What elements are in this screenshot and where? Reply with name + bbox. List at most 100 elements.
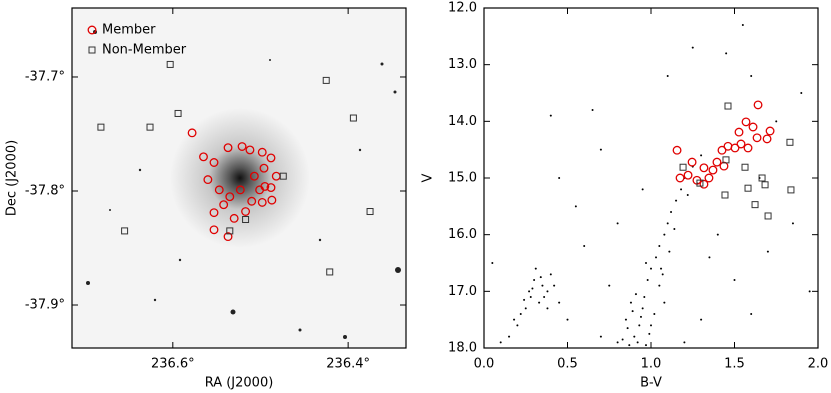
non-member-marker [166,60,174,68]
member-marker [748,122,758,132]
member-marker [241,207,251,216]
star-point [583,245,586,247]
non-member-marker [121,227,129,235]
star-point [616,222,619,225]
star-point [534,267,537,270]
member-marker [741,117,751,127]
star-point [633,335,636,338]
star-point [670,211,673,213]
x-tick-label: 236.4° [326,357,370,372]
member-marker [219,200,229,210]
star-point [528,290,531,293]
star-point [628,344,631,347]
member-marker [223,232,233,242]
star-point [533,279,536,281]
star-point [541,284,544,287]
non-member-marker [751,201,759,209]
member-marker [717,145,727,155]
star-point [636,341,639,344]
star-point [629,301,632,304]
star-point [650,324,652,327]
star-point [675,199,678,202]
member-marker [249,171,259,181]
star-point [683,341,686,344]
star-point [650,267,652,270]
star-point [513,318,516,321]
star-point [658,284,661,287]
star-point [646,279,649,281]
x-tick-label: 1.0 [641,357,662,372]
member-marker [257,147,267,157]
star-point [673,228,676,230]
member-marker [209,208,219,218]
star-point [700,318,703,321]
y-tick-label: 18.0 [448,341,477,356]
member-marker [743,143,753,153]
member-marker [245,145,255,155]
y-axis-label: V [421,173,436,182]
x-axis-label: RA (J2000) [205,376,274,391]
star-point [741,24,744,26]
star-point [666,222,669,225]
star-point [638,324,641,327]
member-marker [214,185,224,195]
member-marker [704,173,714,183]
member-marker [259,163,269,173]
star-point [660,267,663,270]
star-point [661,273,664,276]
star-point [666,75,669,77]
non-member-marker [226,227,234,235]
y-tick-label: -37.7° [25,69,65,84]
star-point [519,313,522,315]
star-point [663,301,666,304]
x-tick-label: 0.5 [557,357,578,372]
star-point [648,332,651,335]
star-point [549,273,552,276]
member-marker [752,133,762,143]
star-point [680,188,683,191]
star-point [641,307,644,310]
member-marker [209,225,219,235]
y-tick-label: 15.0 [448,171,477,186]
member-marker [736,139,746,149]
star-point [599,148,602,151]
star-point [668,250,671,253]
non-member-marker [679,163,687,171]
x-tick-label: 2.0 [808,357,829,372]
star-point [750,313,753,315]
star-point [491,262,494,264]
non-member-marker [349,114,357,122]
member-marker [723,141,733,151]
member-marker [699,163,709,173]
non-member-marker [787,186,795,194]
star-point [599,335,602,338]
star-point [733,279,736,281]
non-member-marker [97,123,105,131]
star-point [574,205,577,208]
star-point [558,301,561,304]
star-point [708,256,711,259]
member-marker [203,175,213,185]
member-marker [223,143,233,153]
member-marker [229,213,239,223]
member-marker [255,185,265,195]
star-point [658,245,661,247]
member-marker [762,134,772,144]
legend-member-marker [87,25,97,35]
star-point [791,222,794,225]
member-marker [267,195,277,205]
star-point [616,341,619,344]
member-marker [730,143,740,153]
star-point [750,75,753,77]
star-point [700,154,703,157]
member-marker [225,192,235,202]
member-marker [753,100,763,110]
plot-frame [483,7,819,349]
star-point [591,109,594,111]
star-point [624,318,627,321]
star-point [716,233,719,236]
star-point [800,92,803,94]
y-tick-label: 12.0 [448,1,477,16]
member-marker [247,196,257,206]
